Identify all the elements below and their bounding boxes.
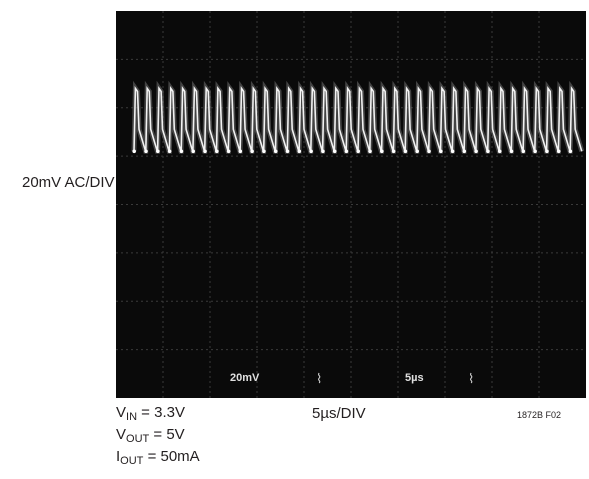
ripple-valley-point	[404, 150, 408, 154]
ripple-valley-point	[203, 150, 207, 154]
ripple-valley-point	[463, 150, 467, 154]
vin-subscript: IN	[126, 411, 137, 423]
ripple-valley-point	[451, 150, 455, 154]
ripple-valley-point	[533, 150, 537, 154]
condition-iout: IOUT = 50mA	[116, 448, 200, 467]
ripple-valley-point	[298, 150, 302, 154]
ripple-valley-point	[557, 150, 561, 154]
ripple-valley-point	[156, 150, 160, 154]
ripple-valley-point	[415, 150, 419, 154]
ripple-valley-point	[286, 150, 290, 154]
ripple-valley-point	[474, 150, 478, 154]
vin-symbol: V	[116, 404, 126, 421]
ripple-valley-point	[427, 150, 431, 154]
vout-value: = 5V	[149, 426, 184, 443]
condition-vin: VIN = 3.3V	[116, 404, 185, 423]
ripple-valley-point	[168, 150, 172, 154]
ripple-valley-point	[180, 150, 184, 154]
oscilloscope-screen: 20mV ⌇ 5µs ⌇	[116, 11, 586, 398]
ripple-valley-point	[250, 150, 254, 154]
timebase-readout: 5µs	[405, 372, 424, 384]
ripple-valley-point	[392, 150, 396, 154]
ripple-valley-point	[321, 150, 325, 154]
ripple-valley-point	[274, 150, 278, 154]
y-axis-label: 20mV AC/DIV	[22, 174, 115, 191]
ripple-valley-point	[215, 150, 219, 154]
ripple-valley-point	[439, 150, 443, 154]
channel-marker-icon: ⌇	[316, 371, 322, 386]
ripple-valley-point	[309, 150, 313, 154]
ripple-valley-point	[545, 150, 549, 154]
ripple-valley-point	[486, 150, 490, 154]
condition-vout: VOUT = 5V	[116, 426, 185, 445]
ripple-valley-point	[345, 150, 349, 154]
ripple-valley-point	[333, 150, 337, 154]
ripple-valley-point	[262, 150, 266, 154]
ripple-valley-point	[522, 150, 526, 154]
ripple-valley-point	[380, 150, 384, 154]
ripple-valley-point	[498, 150, 502, 154]
scope-plot: 20mV ⌇ 5µs ⌇	[116, 11, 586, 398]
ripple-valley-point	[144, 150, 148, 154]
vout-subscript: OUT	[126, 433, 149, 445]
ripple-valley-point	[191, 150, 195, 154]
ripple-valley-point	[510, 150, 514, 154]
iout-value: = 50mA	[143, 448, 199, 465]
ripple-valley-point	[132, 150, 136, 154]
figure-id: 1872B F02	[517, 410, 561, 420]
ripple-valley-point	[368, 150, 372, 154]
channel-readout: 20mV	[230, 372, 260, 384]
ripple-valley-point	[356, 150, 360, 154]
vout-symbol: V	[116, 426, 126, 443]
ripple-valley-point	[569, 150, 573, 154]
iout-subscript: OUT	[120, 455, 143, 467]
ripple-valley-point	[227, 150, 231, 154]
vin-value: = 3.3V	[137, 404, 185, 421]
graticule	[116, 11, 586, 398]
trigger-marker-icon: ⌇	[468, 371, 474, 386]
ripple-trace	[132, 88, 581, 153]
x-axis-label: 5µs/DIV	[312, 405, 366, 422]
ripple-valley-point	[239, 150, 243, 154]
